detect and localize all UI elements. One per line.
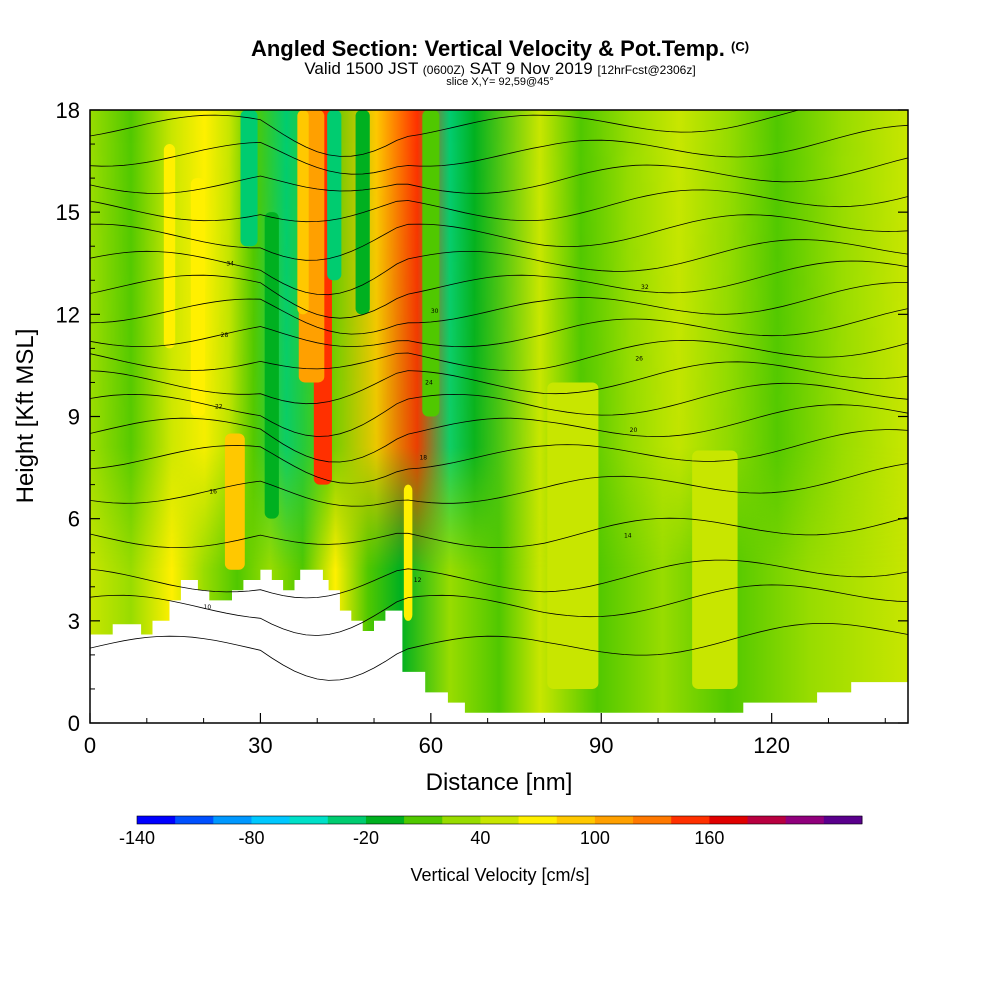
- velocity-streak: [692, 450, 738, 689]
- isentrope-label: 24: [425, 379, 433, 386]
- colorbar-swatch: [480, 816, 520, 824]
- isentrope-label: 26: [635, 356, 643, 363]
- velocity-streak: [163, 144, 176, 349]
- isentrope-line: [90, 584, 908, 636]
- chart-subtitle: Valid 1500 JST (0600Z) SAT 9 Nov 2019 [1…: [304, 59, 696, 78]
- y-tick-label: 0: [68, 711, 80, 736]
- isentrope-label: 28: [221, 332, 229, 339]
- y-tick-label: 3: [68, 609, 80, 634]
- isentrope-line: [90, 282, 908, 335]
- colorbar-title: Vertical Velocity [cm/s]: [410, 865, 589, 885]
- isentrope-label: 14: [624, 533, 632, 540]
- colorbar-tick-label: 100: [580, 828, 610, 848]
- y-axis-title: Height [Kft MSL]: [12, 329, 39, 504]
- colorbar-swatch: [404, 816, 443, 824]
- y-tick-label: 18: [56, 98, 80, 123]
- isentrope-line: [90, 382, 908, 437]
- colorbar-swatch: [556, 816, 596, 824]
- colorbar-swatch: [365, 816, 405, 824]
- isentrope-line: [90, 339, 908, 371]
- velocity-streak: [297, 110, 309, 315]
- velocity-streak: [224, 433, 245, 570]
- isentrope-line: [90, 429, 908, 484]
- x-tick-label: 30: [248, 733, 272, 758]
- velocity-streak: [327, 110, 342, 281]
- potential-temperature-contours: 10 12 14 16 18 20 22 24 26 28 30 32 34: [90, 110, 908, 681]
- isentrope-line: [90, 559, 908, 599]
- colorbar-swatch: [518, 816, 558, 824]
- colorbar-tick-label: -20: [353, 828, 379, 848]
- isentrope-line: [90, 260, 908, 319]
- colorbar: -140 -80 -20 40 100 160: [119, 815, 863, 848]
- colorbar-tick-label: 40: [470, 828, 490, 848]
- colorbar-swatch: [633, 816, 672, 824]
- isentrope-label: 30: [431, 308, 439, 315]
- chart-title: Angled Section: Vertical Velocity & Pot.…: [250, 36, 750, 61]
- isentrope-line: [90, 189, 908, 223]
- isentrope-line: [90, 124, 908, 175]
- isentrope-line: [90, 110, 801, 157]
- x-axis: 0 30 60 90 120: [84, 713, 886, 758]
- y-axis: 0 3 6 9 12 15 18: [56, 98, 908, 736]
- isentrope-line: [90, 623, 908, 681]
- colorbar-swatch: [251, 816, 291, 824]
- colorbar-swatch: [289, 816, 329, 824]
- velocity-streak: [264, 212, 279, 519]
- colorbar-tick-label: -80: [238, 828, 264, 848]
- colorbar-swatch: [175, 816, 214, 824]
- isentrope-label: 18: [419, 454, 427, 461]
- y-tick-label: 15: [56, 200, 80, 225]
- isentrope-line: [90, 157, 908, 194]
- colorbar-swatch: [823, 816, 863, 824]
- isentrope-line: [90, 516, 908, 549]
- velocity-streak: [355, 110, 370, 315]
- colorbar-swatch: [442, 816, 481, 824]
- x-tick-label: 0: [84, 733, 96, 758]
- isentrope-label: 32: [641, 284, 649, 291]
- colorbar-swatch: [785, 816, 825, 824]
- isentrope-line: [90, 463, 908, 507]
- colorbar-swatch: [594, 816, 634, 824]
- chart-slice-info: slice X,Y= 92,59@45°: [446, 76, 554, 88]
- colorbar-frame: [136, 815, 863, 825]
- colorbar-swatch: [137, 816, 176, 824]
- x-tick-label: 60: [419, 733, 443, 758]
- isentrope-line: [90, 361, 908, 405]
- terrain: [90, 569, 908, 723]
- isentrope-line: [90, 308, 908, 348]
- velocity-streak: [403, 484, 413, 621]
- isentrope-line: [90, 239, 908, 296]
- x-tick-label: 120: [753, 733, 790, 758]
- colorbar-tick-label: 160: [694, 828, 724, 848]
- isentrope-label: 16: [209, 488, 217, 495]
- colorbar-swatch: [709, 816, 749, 824]
- colorbar-swatch: [747, 816, 787, 824]
- colorbar-swatch: [671, 816, 710, 824]
- isentrope-label: 34: [226, 260, 234, 267]
- isentrope-line: [90, 404, 908, 463]
- isentrope-label: 10: [204, 604, 212, 611]
- isentrope-label: 22: [215, 403, 223, 410]
- velocity-streak: [422, 110, 440, 417]
- y-tick-label: 6: [68, 507, 80, 532]
- isentrope-line: [90, 214, 908, 261]
- isentrope-label: 20: [630, 427, 638, 434]
- velocity-streak: [190, 178, 206, 417]
- y-tick-label: 12: [56, 302, 80, 327]
- x-tick-label: 90: [589, 733, 613, 758]
- isentrope-label: 12: [414, 577, 422, 584]
- x-axis-title: Distance [nm]: [426, 769, 573, 796]
- y-tick-label: 9: [68, 405, 80, 430]
- colorbar-swatch: [327, 816, 367, 824]
- colorbar-tick-label: -140: [119, 828, 155, 848]
- colorbar-swatch: [213, 816, 252, 824]
